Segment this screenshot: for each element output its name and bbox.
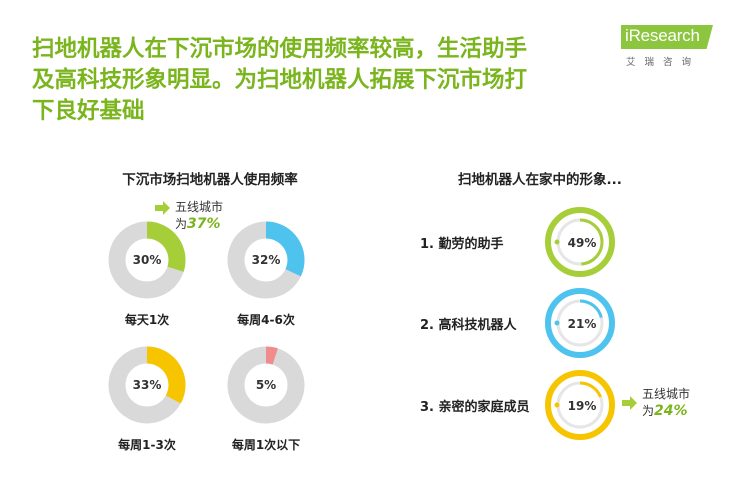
ring-dot xyxy=(554,402,560,408)
frequency-section-title: 下沉市场扫地机器人使用频率 xyxy=(122,172,298,188)
title-line-2: 及高科技形象明显。为扫地机器人拓展下沉市场打 xyxy=(32,67,528,93)
image-section-title: 扫地机器人在家中的形象... xyxy=(458,172,622,188)
donut-slice xyxy=(146,346,186,404)
callout-line1: 五线城市 xyxy=(175,200,224,214)
callout-value: 24% xyxy=(654,403,688,419)
green-arrow-icon xyxy=(155,201,170,215)
image-ring: 19% xyxy=(545,370,615,440)
frequency-category-label: 每周1次以下 xyxy=(231,438,301,452)
ring-dot xyxy=(554,320,560,326)
image-ring: 21% xyxy=(545,288,615,358)
ring-progress xyxy=(579,381,602,398)
image-item-label: 1. 勤劳的助手 xyxy=(420,237,504,252)
frequency-donut: 33% xyxy=(108,346,186,424)
ring-progress xyxy=(579,299,603,318)
ring-progress xyxy=(579,218,604,266)
donut-slice xyxy=(146,221,186,272)
ring-dot xyxy=(554,239,560,245)
ring-outer xyxy=(545,207,615,277)
frequency-donut: 5% xyxy=(227,346,305,424)
donut-slice xyxy=(265,346,278,365)
image-rings: 49% 21% 19% xyxy=(545,207,615,440)
donut-value-label: 30% xyxy=(133,253,162,267)
title-line-1: 扫地机器人在下沉市场的使用频率较高，生活助手 xyxy=(32,36,528,62)
ring-outer xyxy=(545,370,615,440)
frequency-donuts: 30% 32% 33% 5% xyxy=(108,221,305,424)
donut-value-label: 5% xyxy=(256,378,276,392)
image-item-label: 3. 亲密的家庭成员 xyxy=(420,400,530,415)
ring-value-label: 19% xyxy=(568,399,597,413)
frequency-category-label: 每天1次 xyxy=(124,313,170,327)
callout-value: 37% xyxy=(187,216,221,232)
title-line-3: 下良好基础 xyxy=(32,98,145,124)
frequency-category-label: 每周4-6次 xyxy=(237,313,295,327)
callout-prefix: 为 xyxy=(642,404,655,418)
logo-sub-text: 艾瑞咨询 xyxy=(626,57,701,68)
logo-tag-shape xyxy=(621,25,713,49)
ring-value-label: 21% xyxy=(568,317,597,331)
donut-value-label: 33% xyxy=(133,378,162,392)
image-ring: 49% xyxy=(545,207,615,277)
page-title: 扫地机器人在下沉市场的使用频率较高，生活助手 及高科技形象明显。为扫地机器人拓展… xyxy=(32,34,592,127)
donut-slice xyxy=(265,221,305,277)
frequency-donut: 30% xyxy=(108,221,186,299)
ring-outer xyxy=(545,288,615,358)
frequency-category-label: 每周1-3次 xyxy=(118,438,176,452)
image-item-label: 2. 高科技机器人 xyxy=(420,318,517,333)
frequency-donut: 32% xyxy=(227,221,305,299)
green-arrow-icon xyxy=(622,396,637,410)
logo-main-text: iResearch xyxy=(625,26,700,45)
callout-line1: 五线城市 xyxy=(642,387,691,401)
callout-prefix: 为 xyxy=(175,217,188,231)
ring-value-label: 49% xyxy=(568,236,597,250)
donut-value-label: 32% xyxy=(252,253,281,267)
